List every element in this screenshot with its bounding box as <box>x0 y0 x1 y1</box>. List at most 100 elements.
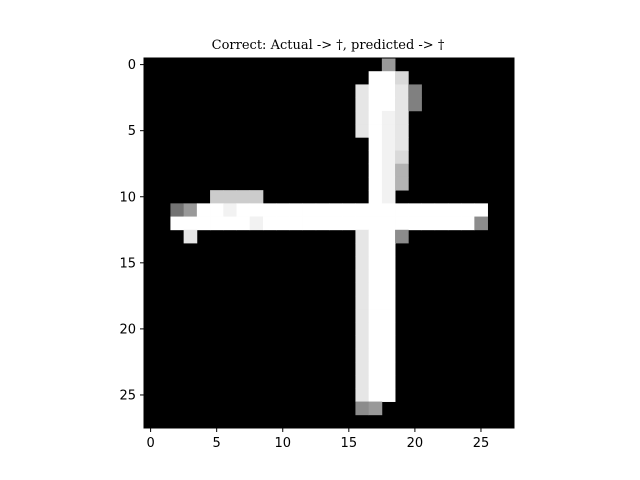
pixel-cell <box>381 203 396 217</box>
pixel-cell <box>381 256 396 270</box>
pixel-cell <box>474 203 488 217</box>
pixel-cell <box>368 137 383 151</box>
pixel-cell <box>355 388 370 402</box>
pixel-cell <box>368 243 383 257</box>
pixel-cell <box>289 216 303 231</box>
pixel-cell <box>196 216 211 231</box>
pixel-cell <box>368 97 383 112</box>
x-tick-label: 10 <box>274 436 291 451</box>
pixel-cell <box>434 203 449 217</box>
pixel-cell <box>355 243 370 257</box>
pixel-cell <box>355 256 370 270</box>
pixel-cell <box>395 163 409 178</box>
pixel-cell <box>368 401 383 416</box>
pixel-cell <box>355 216 370 231</box>
x-axis: 0 5 10 15 20 25 <box>146 428 489 451</box>
y-tick-label: 5 <box>128 124 136 139</box>
pixel-cell <box>368 282 383 297</box>
pixel-cell <box>474 216 488 231</box>
pixel-cell <box>408 97 422 112</box>
y-tick-label: 25 <box>119 388 136 403</box>
pixel-cell <box>381 388 396 402</box>
pixel-cell <box>408 216 422 231</box>
pixel-cell <box>368 216 383 231</box>
pixel-cell <box>461 203 475 217</box>
pixel-cell <box>368 335 383 350</box>
image-background <box>144 58 514 428</box>
x-tick-label: 0 <box>146 436 154 451</box>
pixel-cell <box>368 229 383 244</box>
pixel-cell <box>381 58 396 72</box>
pixel-cell <box>210 216 224 231</box>
pixel-cell <box>381 163 396 178</box>
pixel-cell <box>342 203 356 217</box>
x-tick-label: 15 <box>341 436 358 451</box>
x-tick-label: 5 <box>213 436 221 451</box>
pixel-cell <box>355 295 370 310</box>
pixel-cell <box>315 216 330 231</box>
pixel-cell <box>355 269 370 284</box>
pixel-cell <box>276 203 290 217</box>
pixel-cell <box>395 229 409 244</box>
pixel-cell <box>381 176 396 191</box>
pixel-cell <box>381 84 396 99</box>
pixel-cell <box>249 203 264 217</box>
x-tick-label: 20 <box>407 436 424 451</box>
pixel-cell <box>329 203 343 217</box>
pixel-cell <box>368 84 383 99</box>
pixel-cell <box>421 216 436 231</box>
pixel-cell <box>262 216 277 231</box>
chart-title: Correct: Actual -> †, predicted -> † <box>212 38 445 53</box>
pixel-cell <box>395 176 409 191</box>
pixel-cell <box>355 375 370 389</box>
pixel-cell <box>355 401 370 416</box>
pixel-cell <box>395 110 409 125</box>
pixel-cell <box>249 216 264 231</box>
pixel-cell <box>368 388 383 402</box>
pixel-cell <box>315 203 330 217</box>
y-tick-label: 10 <box>119 190 136 205</box>
pixel-cell <box>381 71 396 85</box>
pixel-cell <box>355 229 370 244</box>
pixel-cell <box>395 150 409 165</box>
pixel-cell <box>368 176 383 191</box>
pixel-cell <box>381 216 396 231</box>
pixel-cell <box>381 335 396 350</box>
pixel-cell <box>355 97 370 112</box>
pixel-cell <box>223 190 237 204</box>
pixel-cell <box>368 150 383 165</box>
pixel-cell <box>223 203 237 217</box>
y-tick-label: 20 <box>119 322 136 337</box>
pixel-cell <box>368 124 383 138</box>
pixel-cell <box>236 216 251 231</box>
pixel-cell <box>355 335 370 350</box>
pixel-cell <box>381 190 396 204</box>
pixel-cell <box>368 163 383 178</box>
pixel-cell <box>381 150 396 165</box>
pixel-cell <box>395 84 409 99</box>
pixel-cell <box>368 348 383 363</box>
pixel-cell <box>355 322 370 336</box>
pixel-cell <box>368 309 383 323</box>
pixel-cell <box>421 203 436 217</box>
pixel-cell <box>381 110 396 125</box>
pixel-cell <box>170 203 185 217</box>
pixel-cell <box>170 216 185 231</box>
pixel-cell <box>355 348 370 363</box>
pixel-cell <box>381 295 396 310</box>
pixel-cell <box>408 203 422 217</box>
pixel-cell <box>408 84 422 99</box>
pixel-cell <box>355 124 370 138</box>
pixel-cell <box>381 97 396 112</box>
pixel-cell <box>381 348 396 363</box>
pixel-cell <box>395 124 409 138</box>
pixel-cell <box>183 203 198 217</box>
y-axis: 0 5 10 15 20 25 <box>119 58 144 403</box>
pixel-cell <box>262 203 277 217</box>
y-tick-label: 15 <box>119 256 136 271</box>
pixel-cell <box>395 97 409 112</box>
pixel-cell <box>210 190 224 204</box>
pixel-cell <box>276 216 290 231</box>
pixel-cell <box>381 137 396 151</box>
